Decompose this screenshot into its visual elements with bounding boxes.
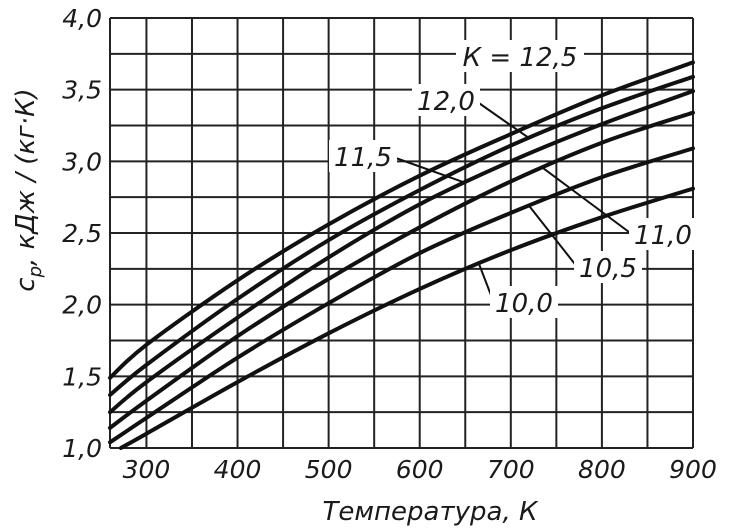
y-tick-label: 1,0 bbox=[62, 434, 102, 463]
x-tick-label: 400 bbox=[214, 455, 262, 484]
y-axis-label-symbol: c bbox=[11, 277, 41, 291]
x-tick-label: 900 bbox=[669, 455, 717, 484]
series-label: 10,5 bbox=[579, 254, 637, 284]
y-tick-label: 3,5 bbox=[62, 76, 102, 105]
x-tick-label: 800 bbox=[578, 455, 626, 484]
series-label: 11,5 bbox=[334, 143, 392, 173]
chart-curves bbox=[108, 60, 695, 450]
y-axis-label-units: , кДж / (кг·К) bbox=[11, 88, 41, 266]
curve-labels: К = 12,5 12,0 11,5 11,010,5 10,0 bbox=[329, 40, 697, 319]
x-tick-label: 300 bbox=[123, 455, 171, 484]
label-leader bbox=[528, 205, 579, 269]
series-line bbox=[108, 74, 695, 397]
series-label: 12,0 bbox=[417, 87, 475, 117]
y-tick-label: 2,0 bbox=[62, 291, 102, 320]
series-line bbox=[108, 110, 695, 430]
label-leader bbox=[542, 167, 634, 236]
label-background bbox=[456, 40, 584, 72]
x-tick-label: 500 bbox=[305, 455, 353, 484]
label-background bbox=[490, 286, 558, 318]
y-tick-label: 1,5 bbox=[62, 362, 102, 391]
x-tick-label: 700 bbox=[487, 455, 535, 484]
label-background bbox=[574, 251, 642, 283]
label-background bbox=[629, 218, 697, 250]
series-label: 10,0 bbox=[495, 289, 553, 319]
y-axis-label: cp, кДж / (кг·К) bbox=[11, 88, 46, 291]
series-label: К = 12,5 bbox=[463, 43, 578, 73]
y-tick-label: 2,5 bbox=[62, 219, 102, 248]
label-leader bbox=[392, 156, 466, 184]
series-line bbox=[118, 186, 695, 450]
series-line bbox=[108, 89, 695, 415]
axis-ticks: 300 400 500 600 700 800 900 1,0 1,5 2,0 2,5 3,0 3,5 4… bbox=[62, 4, 717, 484]
y-tick-label: 4,0 bbox=[62, 4, 102, 33]
label-background bbox=[329, 140, 397, 172]
series-line bbox=[108, 60, 695, 380]
series-line bbox=[108, 146, 695, 445]
x-tick-label: 600 bbox=[396, 455, 444, 484]
series-label: 11,0 bbox=[634, 221, 692, 251]
label-leader bbox=[475, 100, 530, 139]
label-background bbox=[412, 84, 480, 116]
x-axis-label: Температура, К bbox=[323, 497, 539, 527]
y-axis-label-subscript: p bbox=[25, 266, 46, 278]
y-tick-label: 3,0 bbox=[62, 147, 102, 176]
